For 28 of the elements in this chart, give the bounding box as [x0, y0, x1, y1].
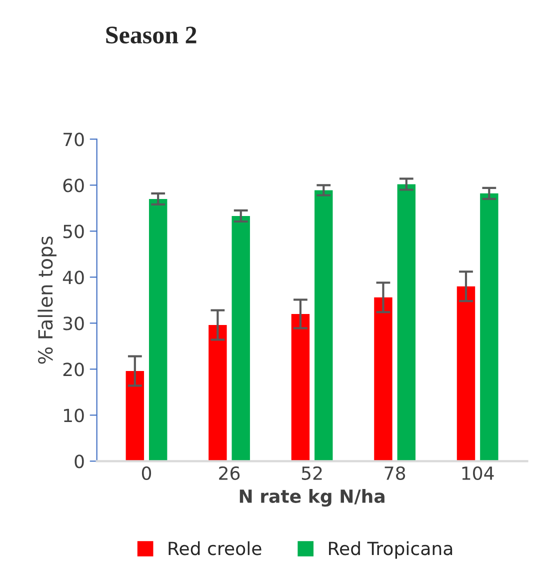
x-tick-label: 104 [462, 466, 494, 480]
y-tick-label: 40 [62, 270, 84, 284]
bar [208, 324, 227, 462]
bar [397, 184, 416, 462]
chart-title: Season 2 [106, 26, 196, 44]
bar [374, 297, 392, 462]
bar [126, 370, 144, 462]
y-tick-label: 30 [63, 316, 84, 330]
x-tick-label: 0 [142, 466, 152, 480]
x-tick-label: 52 [302, 466, 322, 480]
bar [314, 190, 333, 462]
x-tick-label: 26 [219, 466, 240, 480]
y-tick-label: 20 [63, 362, 84, 376]
legend-label: Red Tropicana [329, 541, 452, 559]
y-axis-title: % Fallen tops [38, 236, 57, 364]
bar [480, 193, 498, 462]
legend-label: Red creole [168, 541, 262, 556]
bar [291, 314, 310, 462]
x-tick-label: 78 [384, 466, 406, 480]
bar [148, 198, 168, 462]
y-tick-label: 10 [64, 408, 84, 422]
bar [232, 216, 250, 462]
y-tick-label: 70 [64, 132, 84, 146]
bar [456, 286, 476, 462]
y-tick-label: 0 [74, 454, 84, 468]
y-tick-label: 60 [63, 178, 84, 192]
y-tick-label: 50 [63, 224, 84, 238]
x-axis-title: N rate kg N/ha [240, 489, 384, 507]
